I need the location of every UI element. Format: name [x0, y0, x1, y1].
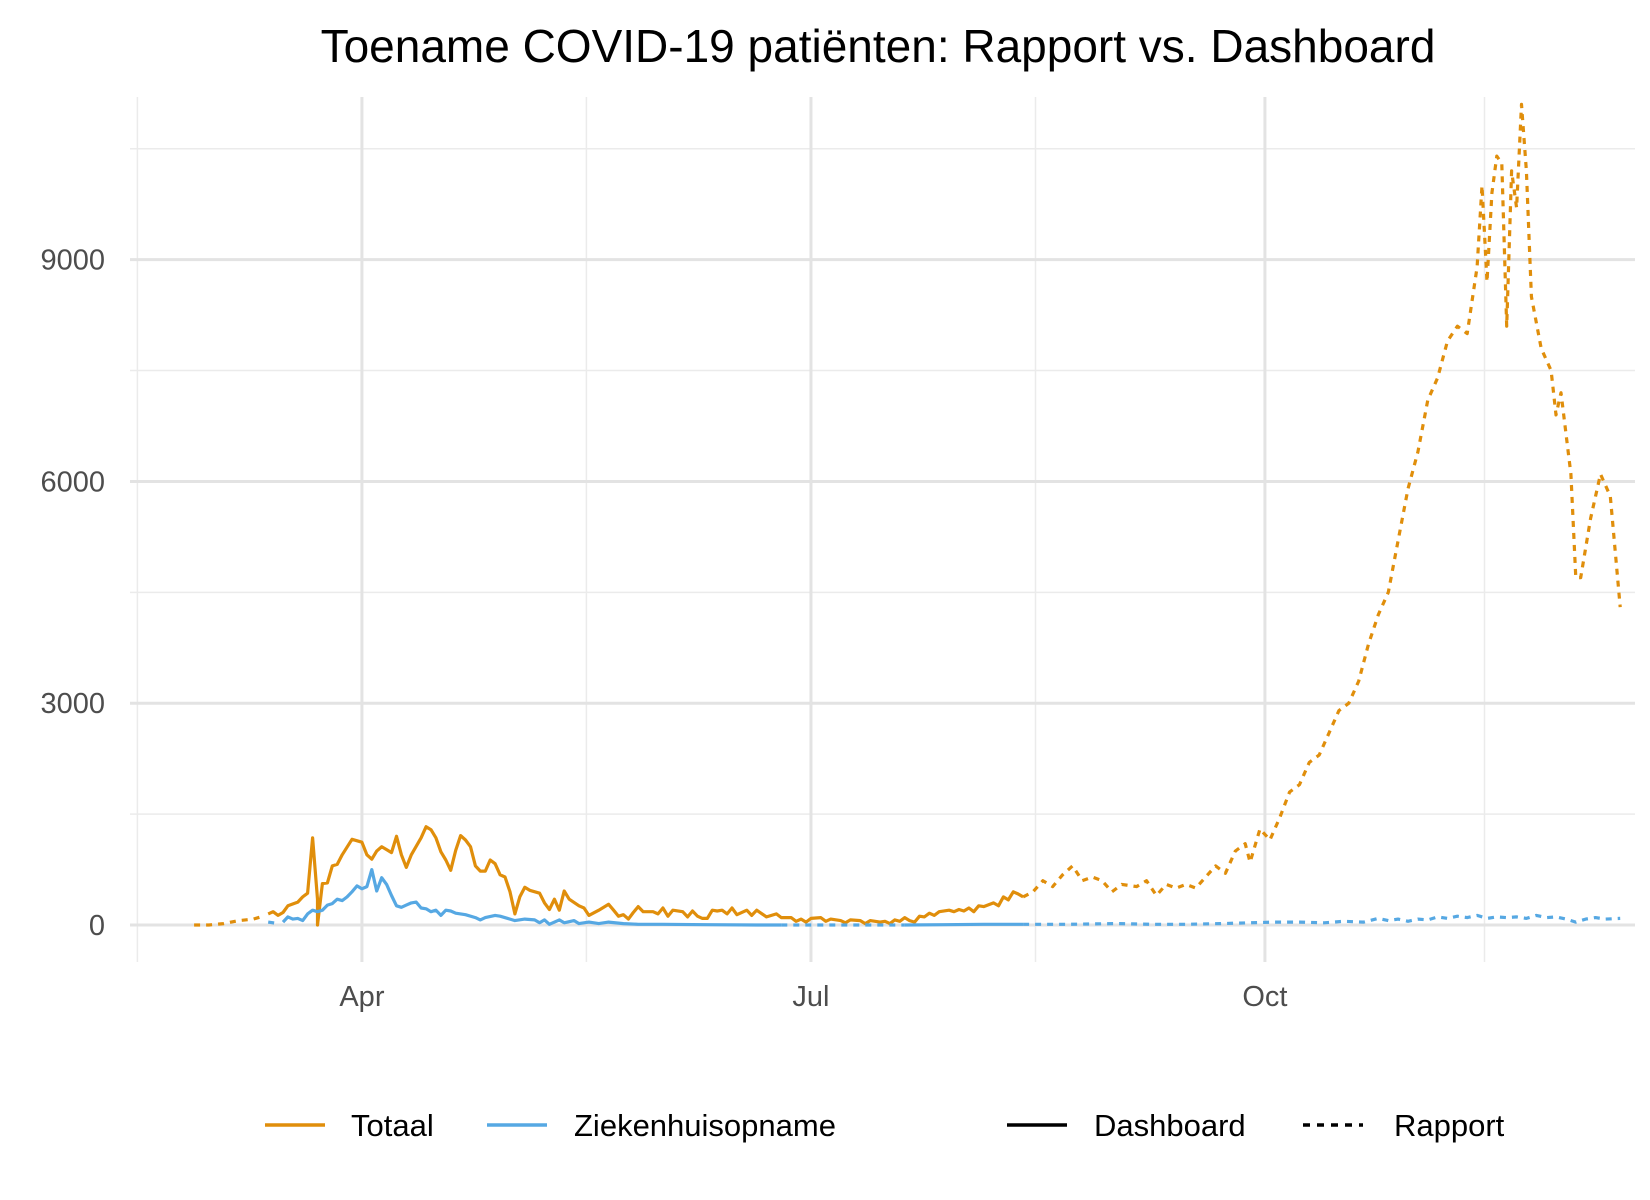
- series-layer: [194, 102, 1622, 927]
- y-tick-label: 9000: [40, 245, 105, 277]
- legend-label-totaal: Totaal: [351, 1108, 434, 1143]
- series-line-ziekenhuisopname-rapport: [1023, 913, 1621, 926]
- series-line-ziekenhuisopname-rapport: [267, 920, 279, 926]
- series-line-totaal-rapport: [1022, 102, 1622, 899]
- chart-title: Toename COVID-19 patiënten: Rapport vs. …: [321, 20, 1436, 72]
- series-line-totaal-rapport: [194, 914, 264, 927]
- series-line-ziekenhuisopname-dashboard: [281, 868, 782, 927]
- x-tick-label: Apr: [339, 981, 384, 1013]
- grid: [130, 97, 1635, 962]
- legend-label-rapport: Rapport: [1394, 1108, 1505, 1143]
- y-tick-label: 0: [89, 910, 105, 942]
- legend-label-dashboard: Dashboard: [1094, 1108, 1246, 1143]
- legend: Totaal Ziekenhuisopname Dashboard Rappor…: [265, 1108, 1505, 1143]
- y-tick-label: 3000: [40, 688, 105, 720]
- series-line-ziekenhuisopname-dashboard: [904, 922, 1024, 927]
- x-tick-label: Oct: [1242, 981, 1287, 1013]
- axis-labels: 0 3000 6000 9000 Apr Jul Oct: [40, 245, 1287, 1013]
- y-tick-label: 6000: [40, 466, 105, 498]
- series-line-totaal-dashboard: [267, 825, 1024, 927]
- legend-label-ziekenhuisopname: Ziekenhuisopname: [574, 1108, 836, 1143]
- x-tick-label: Jul: [792, 981, 829, 1013]
